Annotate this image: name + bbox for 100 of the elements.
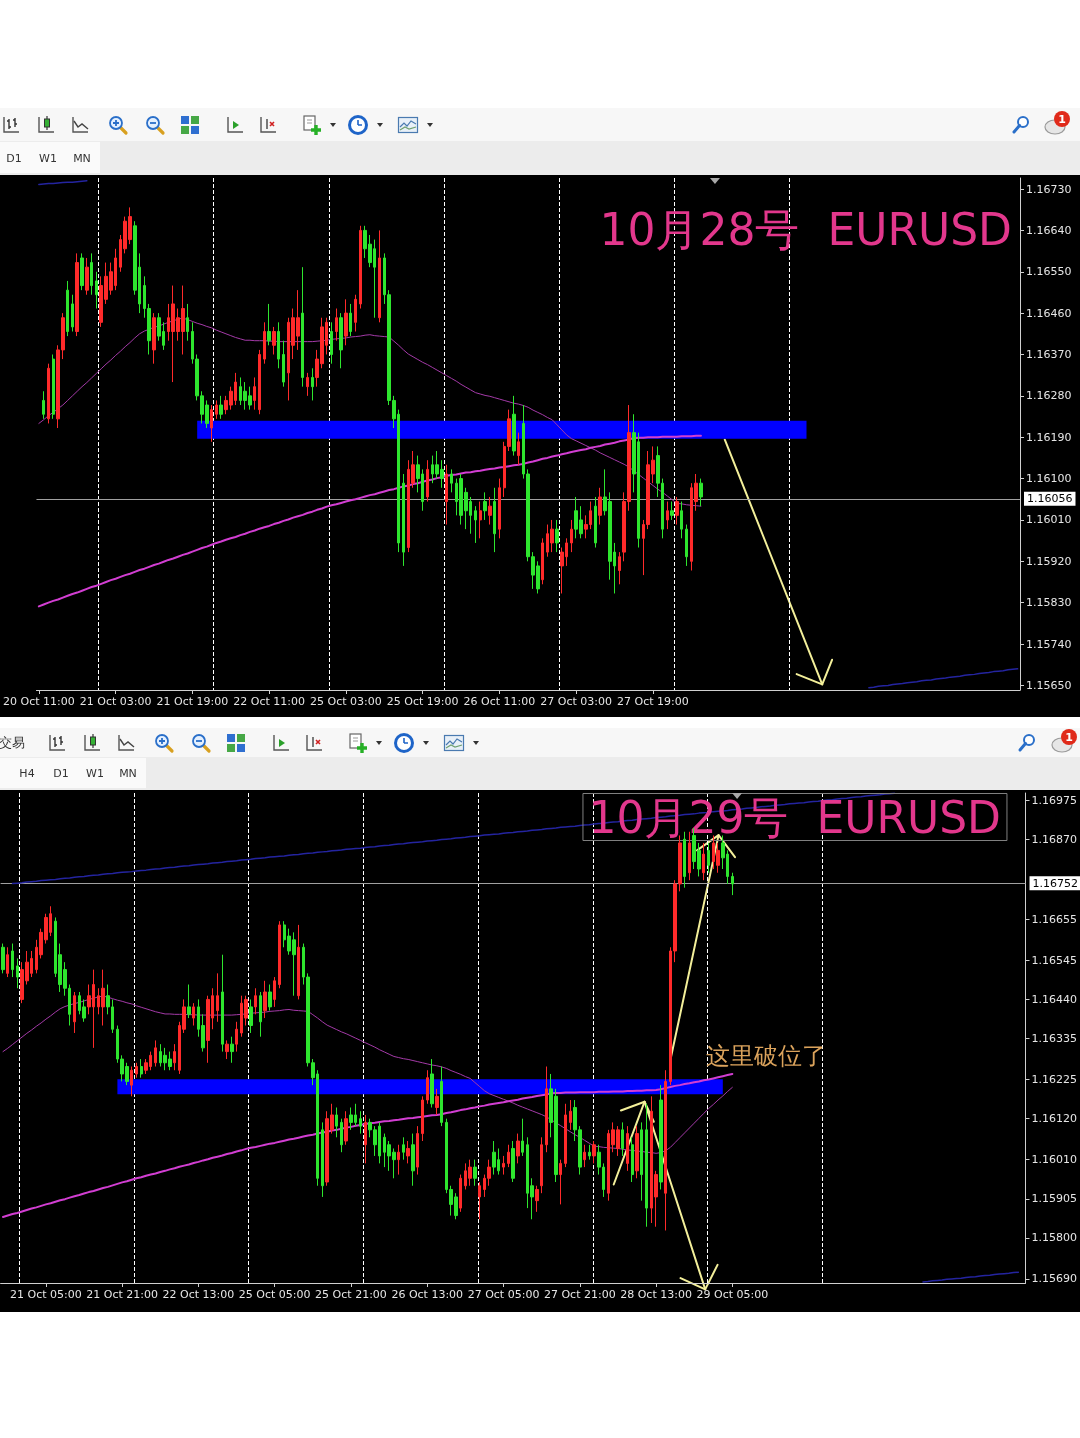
annotation: 这里破位了 (705, 1042, 826, 1071)
candlestick (516, 1133, 520, 1164)
candlestick (459, 1174, 462, 1213)
y-tick-label: 1.16225 (1031, 1073, 1078, 1087)
candlestick (215, 399, 218, 420)
candlestick (330, 321, 333, 365)
candlestick (101, 969, 105, 1027)
candlestick (402, 1136, 405, 1161)
x-tick-label: 20 Oct 11:00 (2, 695, 75, 708)
candlestick (699, 478, 703, 507)
candlestick (406, 1140, 410, 1164)
candlestick (268, 984, 272, 1012)
candlestick (66, 280, 69, 337)
y-tick-label: 1.16975 (1031, 793, 1078, 807)
candlestick (640, 1121, 643, 1202)
candlestick (626, 1125, 629, 1172)
candlestick (731, 872, 734, 896)
y-tick-label: 1.15830 (1026, 596, 1072, 610)
candlestick (321, 1121, 324, 1198)
candlestick (344, 1110, 348, 1146)
candlestick (502, 1155, 505, 1176)
line-series (868, 668, 1019, 689)
candlestick (435, 1088, 439, 1116)
candlestick (140, 1058, 143, 1079)
text: W1 (86, 767, 104, 781)
candlestick (555, 519, 559, 553)
candlestick (154, 1039, 157, 1068)
candlestick (583, 1144, 586, 1168)
candlestick (635, 1125, 639, 1179)
candlestick (273, 976, 276, 1008)
candlestick (521, 1118, 524, 1157)
x-tick-label: 21 Oct 05:00 (10, 1288, 82, 1301)
candlestick (354, 294, 357, 333)
candlestick (42, 390, 45, 420)
candlestick (1, 943, 5, 974)
candlestick (73, 991, 76, 1034)
candlestick (645, 1103, 648, 1228)
candlestick (253, 376, 256, 411)
candlestick (216, 972, 219, 1023)
y-tick-label: 1.15690 (1031, 1272, 1078, 1286)
candlestick (340, 1118, 343, 1153)
candlestick (397, 1144, 400, 1176)
candlestick (685, 524, 688, 567)
candlestick (335, 308, 338, 342)
y-tick-label: 1.16010 (1026, 513, 1072, 527)
candlestick (688, 831, 691, 881)
ref-line-label: 1.16752 (1032, 876, 1079, 890)
candlestick (511, 1140, 515, 1183)
candlestick (254, 987, 257, 1015)
candlestick (278, 920, 281, 989)
candlestick (259, 991, 262, 1038)
x-tick-label: 21 Oct 19:00 (156, 695, 229, 708)
y-tick-label: 1.16280 (1026, 389, 1072, 403)
candlestick (311, 367, 314, 401)
candlestick (468, 1159, 472, 1187)
candlestick (359, 225, 362, 310)
text: W1 (39, 151, 57, 166)
candlestick (570, 519, 573, 553)
candlestick (618, 551, 621, 585)
x-tick-label: 27 Oct 21:00 (543, 1288, 616, 1301)
candlestick (659, 1084, 663, 1190)
candlestick (277, 321, 280, 369)
candlestick (680, 501, 683, 539)
candlestick (416, 1125, 419, 1176)
x-tick-label: 27 Oct 19:00 (617, 695, 689, 708)
candlestick (173, 1043, 176, 1071)
candlestick (631, 1136, 634, 1183)
candlestick (683, 831, 686, 889)
candlestick (670, 501, 674, 521)
y-tick-label: 1.16655 (1031, 912, 1078, 926)
candlestick (488, 496, 492, 526)
candlestick (707, 842, 710, 874)
candlestick (301, 266, 304, 388)
candlestick (702, 842, 705, 881)
candlestick (411, 1133, 415, 1187)
x-tick-label: 28 Oct 13:00 (620, 1288, 692, 1301)
candlestick (272, 326, 276, 355)
candlestick (666, 501, 669, 530)
candlestick (225, 1039, 229, 1060)
y-tick-label: 1.16370 (1026, 347, 1072, 361)
y-tick-label: 1.16010 (1031, 1153, 1078, 1167)
x-tick-label: 25 Oct 05:00 (238, 1288, 311, 1301)
text: D1 (6, 151, 22, 166)
candlestick (230, 1036, 234, 1064)
candlestick (445, 464, 448, 526)
candlestick (421, 1095, 424, 1142)
candlestick (249, 998, 253, 1034)
candlestick (550, 519, 554, 553)
text: MN (73, 151, 91, 166)
y-tick-label: 1.16440 (1031, 992, 1078, 1006)
candlestick (297, 924, 300, 1000)
candlestick (675, 496, 679, 526)
x-tick-label: 27 Oct 03:00 (540, 695, 613, 708)
candlestick (75, 252, 79, 337)
y-tick-label: 1.15800 (1031, 1231, 1078, 1245)
y-tick-label: 1.16640 (1026, 223, 1072, 237)
candlestick (479, 501, 482, 539)
candlestick (6, 946, 9, 978)
candlestick (267, 303, 271, 346)
candlestick (258, 349, 261, 415)
